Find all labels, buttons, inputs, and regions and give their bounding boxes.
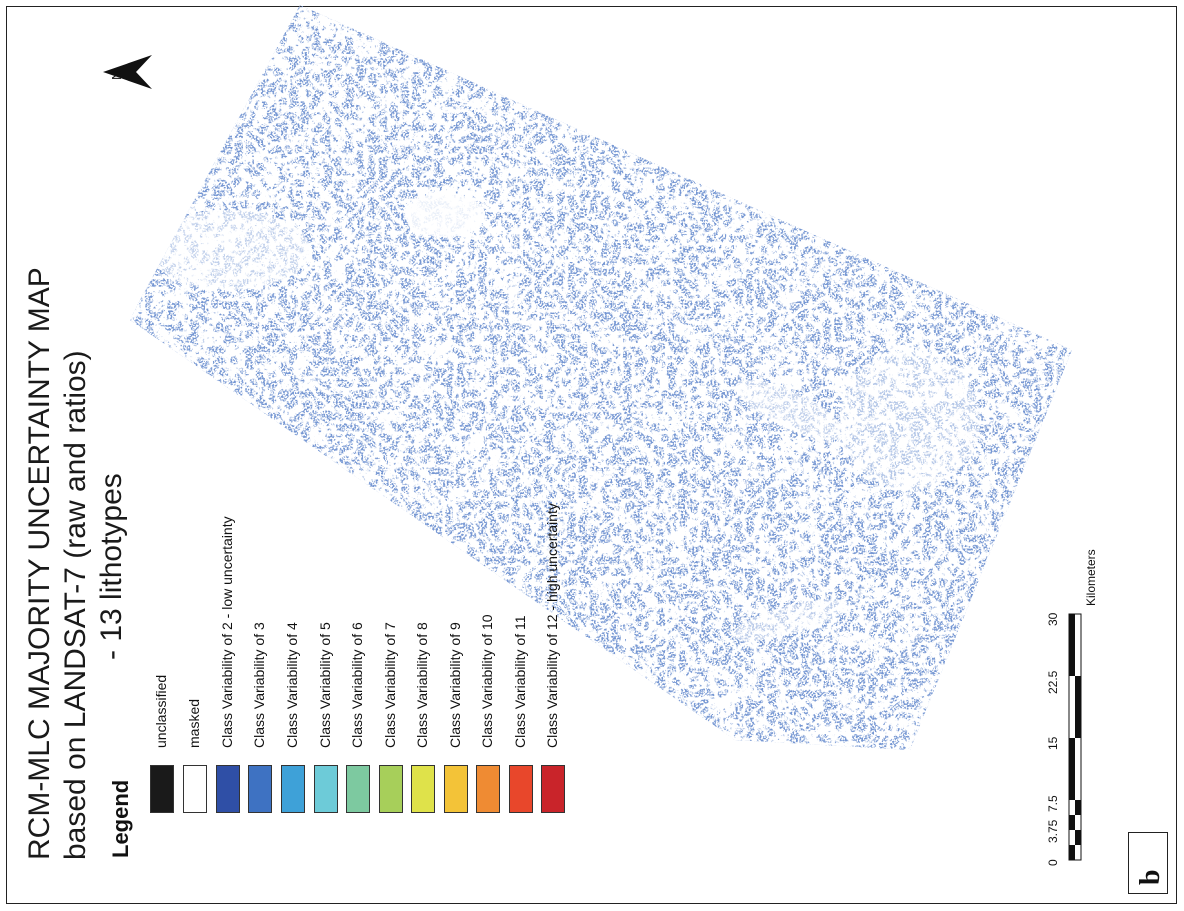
legend-swatch-5 [314,765,338,813]
panel-label-box: b [1128,832,1168,894]
scale-bar [1068,613,1082,861]
light-area [731,599,849,641]
legend-label: Class Variability of 8 [414,622,430,748]
legend-swatch-7 [379,765,403,813]
legend-label: Class Variability of 12 - high uncertain… [544,503,560,748]
scale-tick-label: 7.5 [1046,795,1060,812]
legend-swatch-10 [476,765,500,813]
legend-swatch-9 [444,765,468,813]
scale-tick-label: 15 [1046,736,1060,750]
legend-label: masked [186,698,202,748]
legend-swatch-4 [281,765,305,813]
north-arrow-icon [103,55,152,89]
legend-swatch-11 [509,765,533,813]
title-line-2: based on LANDSAT-7 (raw and ratios) [59,350,92,860]
legend-label: Class Variability of 11 [512,615,528,748]
scale-tick-label: 3.75 [1046,819,1060,843]
scale-tick-label: 30 [1046,612,1060,626]
legend-swatch-masked [183,765,207,813]
scale-unit-label: Kilometers [1084,549,1098,606]
legend-heading: Legend [108,779,133,858]
legend-swatch-8 [411,765,435,813]
title-line-3: - 13 lithotypes [95,473,128,660]
light-area [840,350,980,490]
light-area [150,210,310,290]
legend-swatch-6 [346,765,370,813]
lake-area [405,193,485,237]
map-frame [6,6,1177,904]
legend-label: Class Variability of 7 [382,622,398,748]
legend-swatch-3 [248,765,272,813]
legend-label: unclassified [153,674,169,748]
panel-label: b [1135,869,1166,885]
title-line-1: RCM-MLC MAJORITY UNCERTAINTY MAP [23,267,56,860]
north-label: N [109,70,124,80]
legend-swatch-12 [541,765,565,813]
legend-label: Class Variability of 6 [349,622,365,748]
legend-swatch-unclassified [150,765,174,813]
scale-tick-label: 22.5 [1046,670,1060,694]
legend-label: Class Variability of 4 [284,622,300,748]
legend-label: Class Variability of 5 [317,622,333,748]
scale-tick-label: 0 [1046,859,1060,866]
lake-area [735,379,845,441]
map-title: RCM-MLC MAJORITY UNCERTAINTY MAP based o… [22,267,130,860]
legend-label: Class Variability of 9 [447,622,463,748]
legend-swatch-2 [216,765,240,813]
legend-label: Class Variability of 3 [251,622,267,748]
legend-label: Class Variability of 2 - low uncertainty [219,516,235,748]
legend-label: Class Variability of 10 [479,614,495,748]
